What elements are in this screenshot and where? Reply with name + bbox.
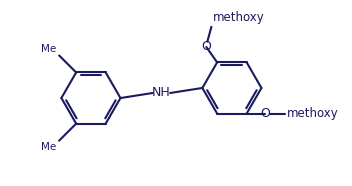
Text: methoxy: methoxy [213, 12, 265, 25]
Text: methoxy: methoxy [287, 107, 339, 120]
Text: O: O [201, 41, 211, 54]
Text: methyl: methyl [57, 53, 62, 55]
Text: O: O [260, 107, 270, 120]
Text: NH: NH [152, 86, 171, 100]
Text: Me: Me [41, 44, 56, 54]
Text: Me: Me [41, 142, 56, 152]
